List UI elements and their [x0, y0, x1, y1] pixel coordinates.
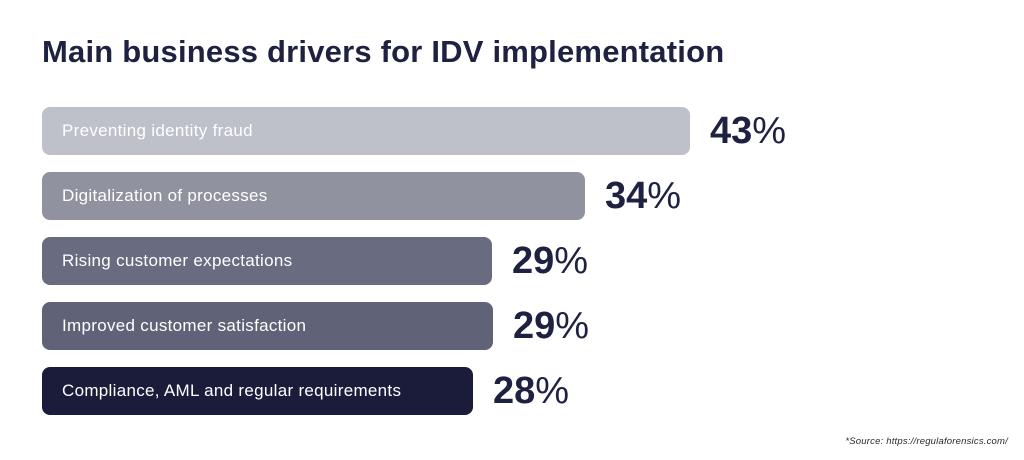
- bar-value-number: 29: [513, 305, 556, 347]
- bar-value: 29%: [512, 242, 588, 280]
- bar-row: Digitalization of processes 34%: [42, 172, 786, 220]
- bar-label: Compliance, AML and regular requirements: [62, 381, 402, 400]
- bar-value-unit: %: [647, 175, 682, 217]
- bar-value-unit: %: [752, 110, 787, 152]
- bar-value-unit: %: [535, 370, 570, 412]
- bar: Preventing identity fraud: [42, 107, 690, 155]
- bar-value-number: 28: [493, 370, 536, 412]
- bar: Improved customer satisfaction: [42, 302, 493, 350]
- bar: Rising customer expectations: [42, 237, 492, 285]
- bar-chart: Preventing identity fraud 43% Digitalizati…: [42, 107, 786, 432]
- bar-label: Preventing identity fraud: [62, 121, 253, 140]
- bar-value: 34%: [605, 177, 681, 215]
- bar-value: 28%: [493, 372, 569, 410]
- bar-row: Rising customer expectations 29%: [42, 237, 786, 285]
- bar-value: 43%: [710, 112, 786, 150]
- bar: Digitalization of processes: [42, 172, 585, 220]
- bar-value-number: 29: [512, 240, 555, 282]
- bar-row: Preventing identity fraud 43%: [42, 107, 786, 155]
- bar-value-number: 43: [710, 110, 753, 152]
- bar-row: Improved customer satisfaction 29%: [42, 302, 786, 350]
- bar-value-number: 34: [605, 175, 648, 217]
- chart-title: Main business drivers for IDV implementa…: [42, 34, 725, 69]
- bar-label: Improved customer satisfaction: [62, 316, 307, 335]
- bar-row: Compliance, AML and regular requirements…: [42, 367, 786, 415]
- source-note: *Source: https://regulaforensics.com/: [845, 436, 1008, 447]
- bar-value: 29%: [513, 307, 589, 345]
- bar: Compliance, AML and regular requirements: [42, 367, 473, 415]
- bar-value-unit: %: [554, 240, 589, 282]
- bar-label: Digitalization of processes: [62, 186, 268, 205]
- bar-value-unit: %: [555, 305, 590, 347]
- bar-label: Rising customer expectations: [62, 251, 293, 270]
